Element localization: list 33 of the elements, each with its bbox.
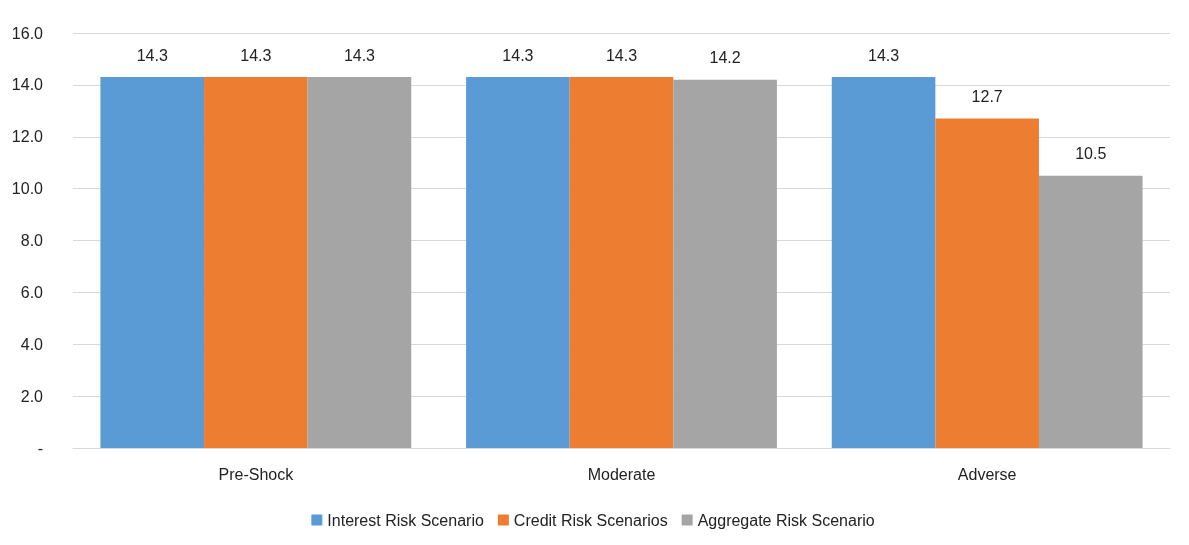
y-tick-label: 14.0 [11,76,44,94]
y-tick-label: - [37,439,43,457]
bar [307,77,412,448]
bar [935,118,1039,448]
data-label: 14.3 [867,46,900,64]
bar [100,77,205,448]
data-label: 12.7 [971,88,1003,106]
data-label: 10.5 [1075,145,1107,163]
legend-label: Interest Risk Scenario [327,511,484,529]
data-label: 14.3 [136,46,168,64]
legend-label: Credit Risk Scenarios [513,511,668,529]
bar [466,77,570,448]
legend-label: Aggregate Risk Scenario [697,511,875,529]
bar [1038,175,1143,448]
data-label: 14.3 [502,46,534,64]
bar [569,77,674,448]
data-label: 14.3 [240,46,272,64]
bar [204,77,308,448]
y-tick-label: 10.0 [11,180,44,198]
y-tick-label: 6.0 [20,283,44,301]
x-tick-label: Pre-Shock [218,465,295,483]
y-tick-label: 16.0 [11,24,44,42]
data-label: 14.2 [709,49,741,67]
x-tick-label: Adverse [957,465,1017,483]
bar [831,77,936,448]
x-tick-label: Moderate [587,465,656,483]
y-tick-label: 2.0 [20,387,44,405]
bar [673,79,777,448]
y-tick-label: 4.0 [20,335,44,353]
y-tick-label: 8.0 [20,232,44,249]
y-tick-label: 12.0 [11,128,44,146]
data-label: 14.3 [605,46,638,64]
data-label: 14.3 [343,46,376,64]
